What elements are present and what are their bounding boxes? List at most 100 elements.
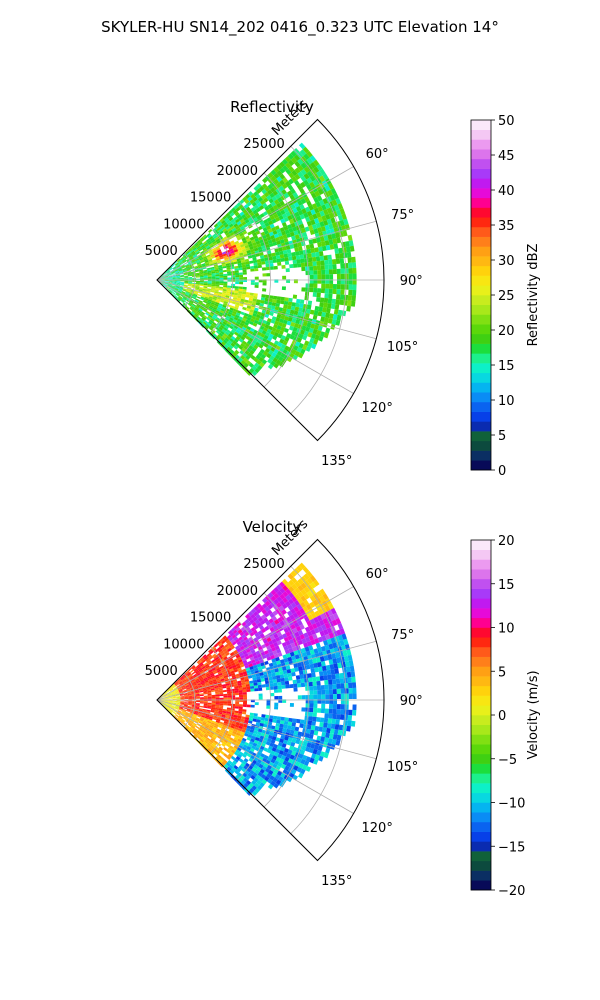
data-cell	[316, 260, 321, 266]
data-cell	[192, 280, 197, 282]
data-cell	[250, 354, 256, 361]
data-cell	[209, 252, 215, 256]
data-cell	[281, 230, 287, 236]
data-cell	[280, 326, 286, 332]
data-cell	[246, 316, 252, 321]
data-cell	[269, 206, 275, 213]
data-cell	[350, 720, 356, 727]
data-cell	[221, 726, 226, 730]
data-cell	[160, 280, 165, 282]
data-cell	[294, 587, 301, 594]
data-cell	[213, 684, 218, 687]
data-cell	[184, 255, 189, 259]
data-cell	[297, 242, 302, 248]
data-cell	[261, 245, 266, 250]
data-cell	[191, 730, 196, 735]
data-cell	[168, 267, 173, 271]
data-cell	[217, 328, 222, 333]
data-cell	[214, 687, 219, 690]
data-cell	[222, 722, 228, 727]
data-cell	[195, 312, 200, 317]
data-cell	[184, 263, 189, 267]
data-cell	[233, 728, 238, 733]
data-cell	[306, 210, 313, 217]
data-cell	[305, 183, 312, 191]
data-cell	[319, 175, 326, 183]
data-cell	[227, 695, 232, 698]
data-cell	[160, 700, 165, 701]
data-cell	[194, 677, 199, 681]
colorbar-swatch	[471, 285, 491, 296]
data-cell	[204, 733, 209, 738]
data-cell	[234, 288, 239, 292]
data-cell	[238, 751, 244, 756]
data-cell	[318, 726, 324, 732]
azimuth-gridline	[156, 220, 377, 281]
data-cell	[318, 666, 323, 672]
data-cell	[229, 331, 235, 336]
data-cell	[239, 723, 244, 727]
data-cell	[215, 665, 220, 670]
data-cell	[182, 708, 187, 711]
data-cell	[181, 258, 186, 262]
data-cell	[244, 717, 250, 721]
data-cell	[164, 700, 169, 702]
data-cell	[160, 696, 165, 699]
colorbar-tick-label: 45	[498, 149, 515, 164]
data-cell	[227, 753, 233, 758]
data-cell	[224, 667, 230, 672]
data-cell	[254, 782, 260, 788]
data-cell	[203, 282, 208, 284]
data-cell	[196, 723, 202, 727]
data-cell	[217, 654, 222, 659]
data-cell	[331, 298, 337, 305]
data-cell	[285, 268, 290, 273]
data-cell	[315, 237, 321, 243]
data-cell	[258, 204, 265, 211]
data-cell	[335, 673, 340, 679]
data-cell	[209, 714, 214, 718]
data-cell	[248, 300, 253, 304]
data-cell	[267, 203, 273, 209]
data-cell	[261, 765, 267, 771]
data-cell	[177, 717, 182, 721]
data-cell	[302, 764, 308, 771]
data-cell	[235, 779, 241, 785]
data-cell	[203, 235, 208, 240]
data-cell	[172, 275, 177, 277]
data-cell	[264, 222, 270, 228]
data-cell	[186, 708, 191, 711]
data-cell	[288, 227, 294, 233]
data-cell	[230, 342, 236, 348]
data-cell	[307, 300, 313, 306]
data-cell	[172, 711, 176, 715]
data-cell	[199, 702, 204, 704]
data-cell	[252, 322, 258, 327]
data-cell	[222, 321, 227, 326]
data-cell	[193, 254, 198, 259]
data-cell	[233, 758, 239, 763]
data-cell	[259, 213, 265, 219]
data-cell	[312, 213, 318, 220]
data-cell	[283, 192, 290, 199]
data-cell	[252, 312, 257, 318]
data-cell	[270, 169, 277, 176]
data-cell	[168, 696, 173, 698]
data-cell	[163, 703, 168, 706]
data-cell	[184, 282, 189, 284]
data-cell	[186, 718, 191, 722]
data-cell	[317, 241, 322, 248]
data-cell	[281, 578, 289, 585]
data-cell	[222, 287, 228, 290]
data-cell	[316, 735, 322, 741]
data-cell	[253, 247, 259, 252]
data-cell	[276, 325, 282, 331]
data-cell	[271, 302, 277, 307]
data-cell	[254, 787, 260, 794]
data-cell	[189, 307, 194, 311]
data-cell	[215, 697, 220, 700]
data-cell	[325, 694, 330, 700]
data-cell	[323, 297, 329, 304]
data-cell	[324, 604, 331, 612]
data-cell	[284, 260, 290, 265]
